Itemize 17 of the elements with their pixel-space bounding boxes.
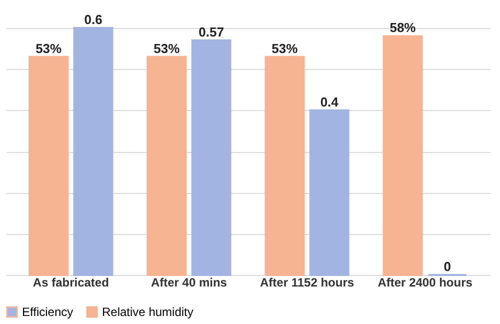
data-label: 0 bbox=[444, 259, 452, 274]
legend-label: Efficiency bbox=[22, 305, 74, 319]
x-tick-label: After 1152 hours bbox=[260, 276, 354, 290]
x-tick-label: As fabricated bbox=[32, 276, 109, 290]
data-label: 0.57 bbox=[198, 24, 224, 40]
data-label: 53% bbox=[154, 40, 180, 56]
data-label: 0.6 bbox=[84, 12, 102, 27]
data-label: 0.4 bbox=[320, 94, 340, 110]
x-tick-label: After 2400 hours bbox=[378, 276, 473, 290]
bar bbox=[309, 109, 350, 276]
data-label: 53% bbox=[36, 40, 62, 56]
bar bbox=[73, 27, 114, 276]
bar bbox=[191, 39, 232, 276]
data-label: 53% bbox=[272, 40, 298, 56]
legend-label: Relative humidity bbox=[102, 305, 194, 319]
data-label: 58% bbox=[390, 20, 416, 36]
x-tick-label: After 40 mins bbox=[150, 276, 228, 290]
